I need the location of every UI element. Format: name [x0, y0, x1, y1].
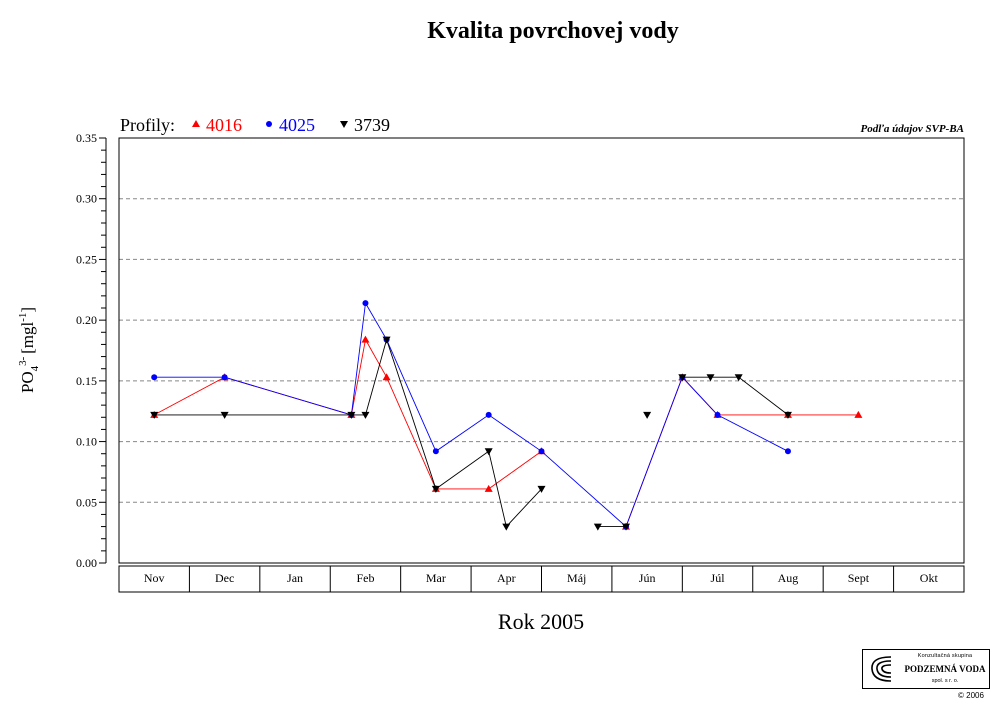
logo-mark-icon — [871, 656, 892, 682]
x-tick-label: Mar — [426, 571, 446, 585]
logo-main-text: PODZEMNÁ VODA — [904, 664, 986, 674]
y-axis-title: PO43- [mgl-1] — [17, 307, 41, 393]
x-tick-label: Sept — [848, 571, 870, 585]
logo-top-text: Konzultačná skupina — [917, 653, 973, 659]
legend-marker — [192, 120, 200, 127]
legend-label: 3739 — [354, 115, 390, 135]
series-3739 — [150, 336, 792, 531]
x-axis-title: Rok 2005 — [498, 609, 584, 634]
data-point — [151, 374, 158, 381]
data-point — [783, 411, 792, 419]
series-line — [682, 376, 789, 416]
series-line — [625, 376, 859, 527]
series-line — [154, 338, 542, 528]
x-tick-label: Júl — [711, 571, 726, 585]
series-line — [154, 301, 789, 528]
legend-prefix: Profily: — [120, 115, 175, 135]
data-point — [150, 411, 159, 419]
data-point — [593, 523, 602, 531]
data-point — [221, 374, 228, 381]
x-tick-label: Dec — [215, 571, 234, 585]
data-point — [784, 448, 791, 455]
data-point — [361, 335, 370, 343]
legend-marker — [340, 121, 348, 128]
data-point — [622, 523, 630, 531]
y-tick-label: 0.35 — [76, 131, 97, 145]
data-point — [502, 523, 511, 531]
x-tick-label: Nov — [144, 571, 165, 585]
data-point — [220, 411, 229, 419]
y-tick-label: 0.05 — [76, 495, 97, 509]
x-tick-label: Máj — [567, 571, 586, 585]
y-tick-label: 0.30 — [76, 192, 97, 206]
data-point — [485, 411, 492, 418]
x-tick-label: Apr — [497, 571, 516, 585]
x-tick-label: Jún — [639, 571, 656, 585]
x-tick-label: Okt — [920, 571, 939, 585]
data-point — [484, 448, 493, 456]
legend-label: 4016 — [206, 115, 242, 135]
data-point — [431, 485, 440, 493]
y-tick-label: 0.25 — [76, 252, 97, 266]
data-point — [714, 411, 721, 418]
logo-sub-text: spol. s r. o. — [931, 678, 959, 684]
y-tick-label: 0.20 — [76, 313, 97, 327]
chart-title: Kvalita povrchovej vody — [427, 18, 679, 44]
company-logo: Konzultačná skupina PODZEMNÁ VODA spol. … — [862, 649, 990, 689]
y-tick-label: 0.00 — [76, 556, 97, 570]
data-point — [382, 373, 391, 381]
series-4016 — [150, 335, 863, 530]
data-point — [347, 411, 356, 419]
data-point — [361, 411, 370, 419]
data-point — [432, 448, 439, 455]
data-point — [706, 374, 715, 382]
data-point — [643, 411, 652, 419]
legend: Profily: 4016 4025 3739 — [120, 115, 390, 135]
plot-frame — [118, 137, 965, 564]
y-tick-label: 0.15 — [76, 374, 97, 388]
y-tick-label: 0.10 — [76, 435, 97, 449]
data-point — [854, 410, 863, 418]
legend-marker — [266, 121, 272, 127]
data-point — [734, 374, 743, 382]
x-tick-label: Aug — [778, 571, 799, 585]
legend-label: 4025 — [279, 115, 315, 135]
copyright-text: © 2006 — [958, 691, 984, 700]
data-point — [537, 485, 546, 493]
source-note: Podľa údajov SVP-BA — [860, 123, 964, 135]
data-point — [678, 374, 687, 382]
x-tick-label: Jan — [287, 571, 303, 585]
data-point — [538, 448, 545, 455]
data-point — [362, 300, 369, 307]
data-point — [484, 484, 493, 492]
data-point — [382, 336, 391, 344]
x-tick-label: Feb — [356, 571, 374, 585]
